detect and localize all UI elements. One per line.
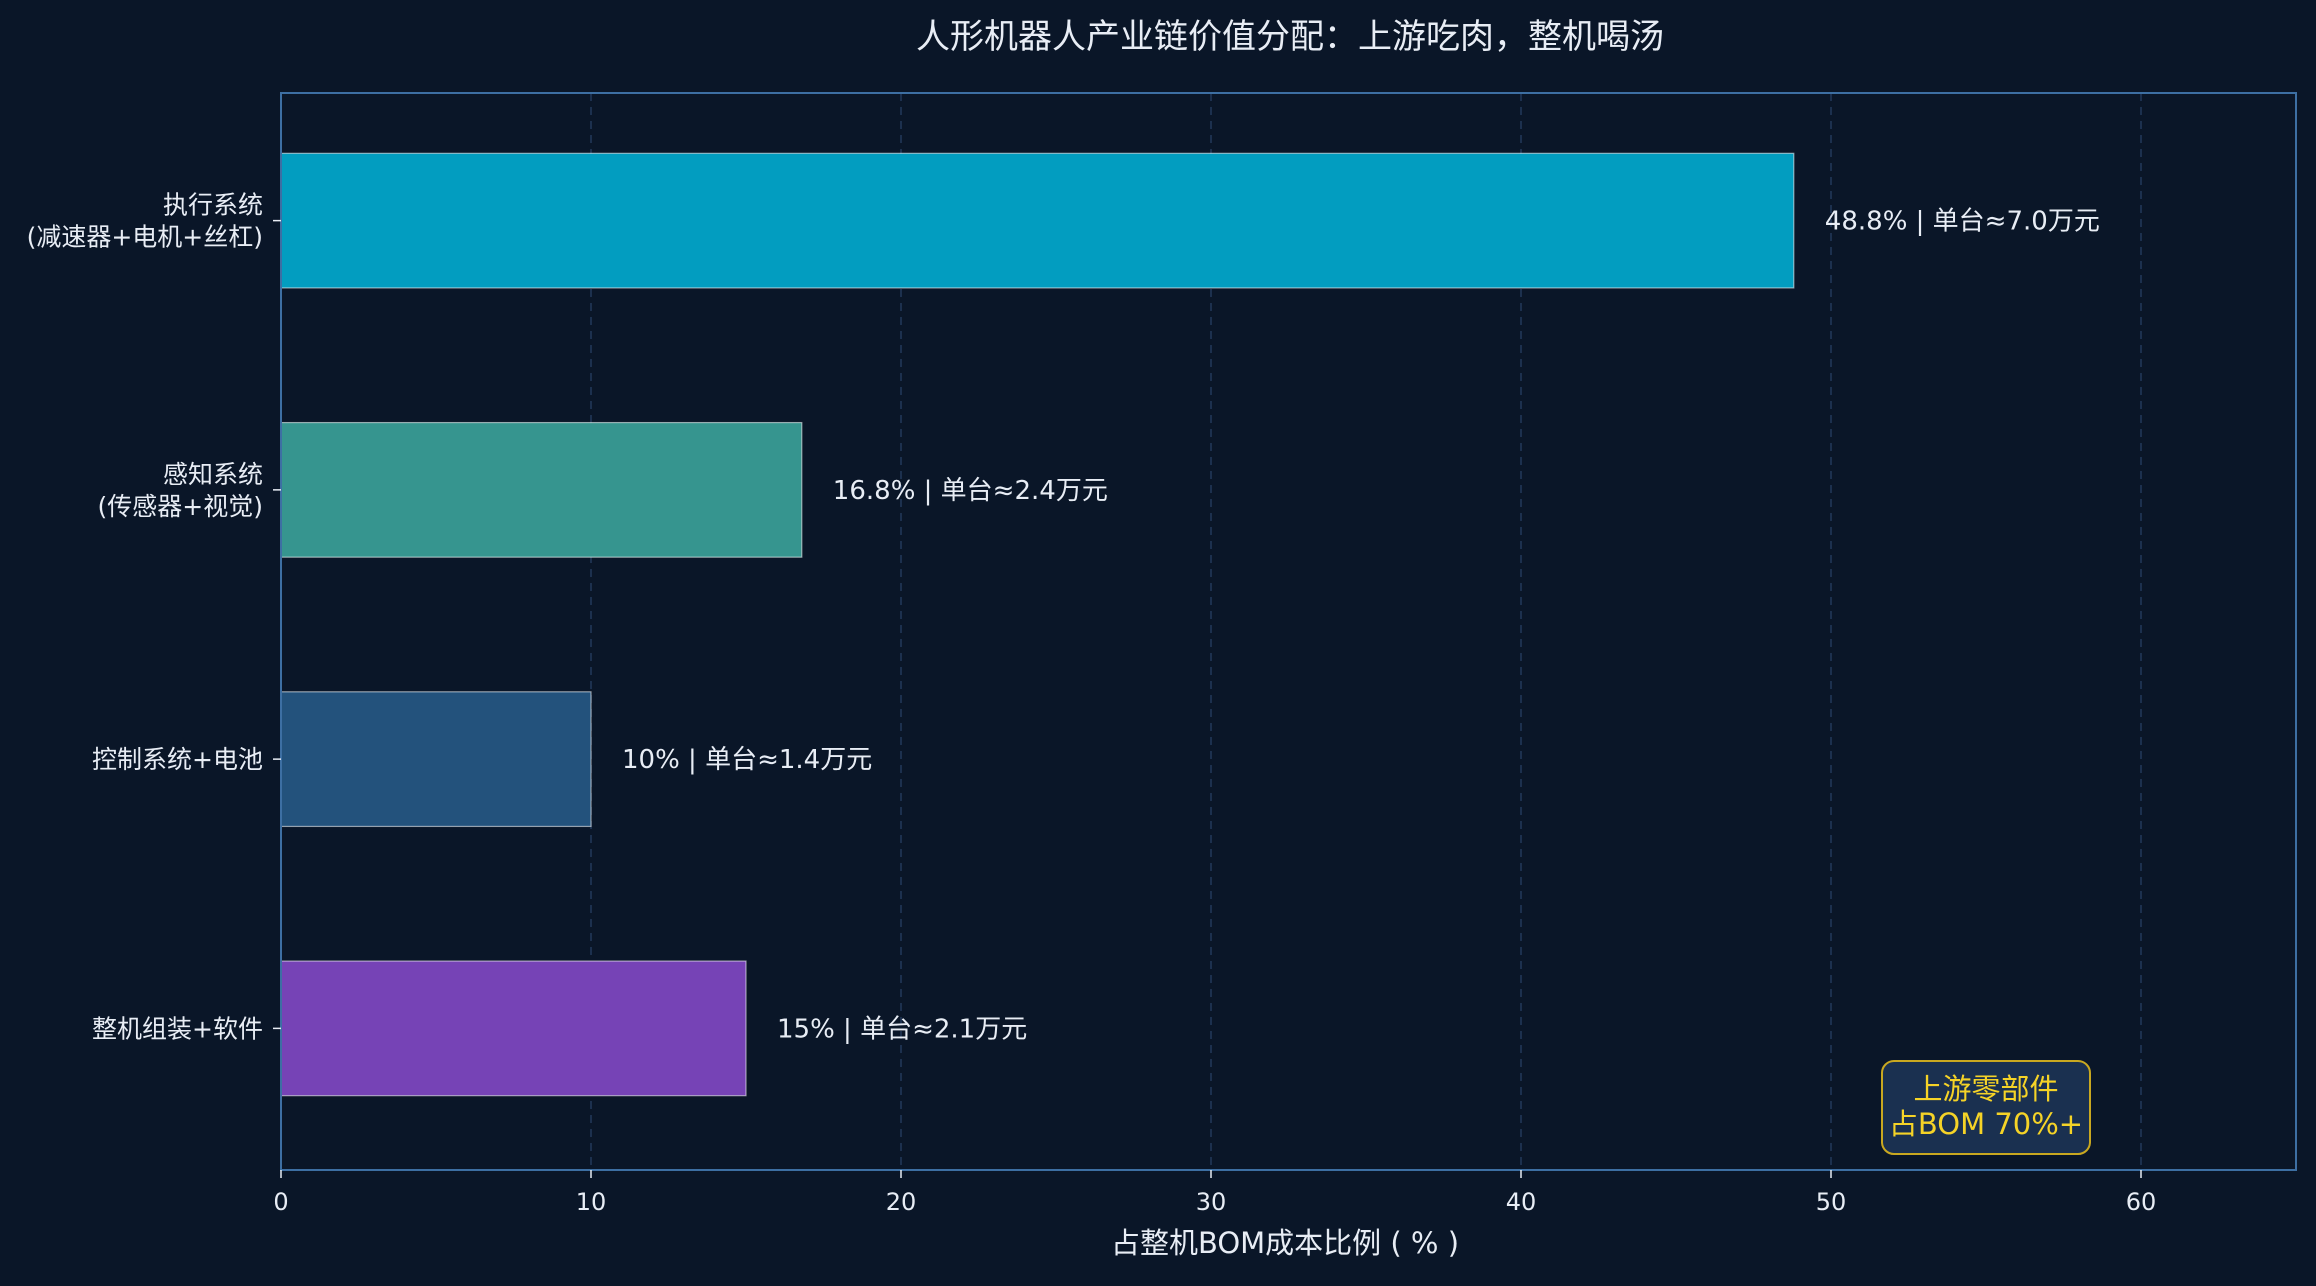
x-axis-label: 占整机BOM成本比例 ( % ) xyxy=(1111,1226,1459,1260)
x-tick-label: 30 xyxy=(1196,1188,1227,1216)
bar xyxy=(280,421,803,558)
annotation-box: 上游零部件 占BOM 70%+ xyxy=(1881,1060,2091,1155)
x-axis-ticks: 0 10 20 30 40 50 60 xyxy=(273,1170,2156,1216)
bar-data-label: 48.8% | 单台≈7.0万元 xyxy=(1825,207,2100,237)
plot-frame xyxy=(280,92,2297,1171)
bar xyxy=(280,691,592,828)
y-tick-label: 整机组装+软件 xyxy=(92,1014,263,1043)
x-tick-label: 0 xyxy=(273,1188,288,1216)
annotation-line-1: 上游零部件 xyxy=(1913,1072,2058,1106)
y-tick-label: 感知系统 xyxy=(163,460,263,489)
data-labels: 48.8% | 单台≈7.0万元 16.8% | 单台≈2.4万元 10% | 单台… xyxy=(622,207,2100,1045)
y-tick-label: 控制系统+电池 xyxy=(92,745,263,774)
x-tick-label: 20 xyxy=(886,1188,917,1216)
bar-data-label: 15% | 单台≈2.1万元 xyxy=(777,1014,1027,1044)
chart-title: 人形机器人产业链价值分配：上游吃肉，整机喝汤 xyxy=(916,17,1664,57)
x-tick-label: 50 xyxy=(1816,1188,1847,1216)
x-tick-label: 40 xyxy=(1506,1188,1537,1216)
bar xyxy=(280,960,747,1097)
x-tick-label: 10 xyxy=(576,1188,607,1216)
y-tick-label: (减速器+电机+丝杠) xyxy=(27,223,263,252)
annotation-line-2: 占BOM 70%+ xyxy=(1889,1107,2083,1141)
bars xyxy=(280,152,1795,1097)
y-axis-ticks: 执行系统 (减速器+电机+丝杠) 感知系统 (传感器+视觉) 控制系统+电池整机组装+软… xyxy=(27,191,281,1043)
bar-data-label: 16.8% | 单台≈2.4万元 xyxy=(833,476,1108,506)
annotation-frame xyxy=(1881,1060,2091,1155)
y-tick-label: 执行系统 xyxy=(163,191,263,220)
bar-data-label: 10% | 单台≈1.4万元 xyxy=(622,745,872,775)
y-tick-label: (传感器+视觉) xyxy=(98,492,263,521)
bar xyxy=(280,152,1795,289)
x-tick-label: 60 xyxy=(2126,1188,2157,1216)
